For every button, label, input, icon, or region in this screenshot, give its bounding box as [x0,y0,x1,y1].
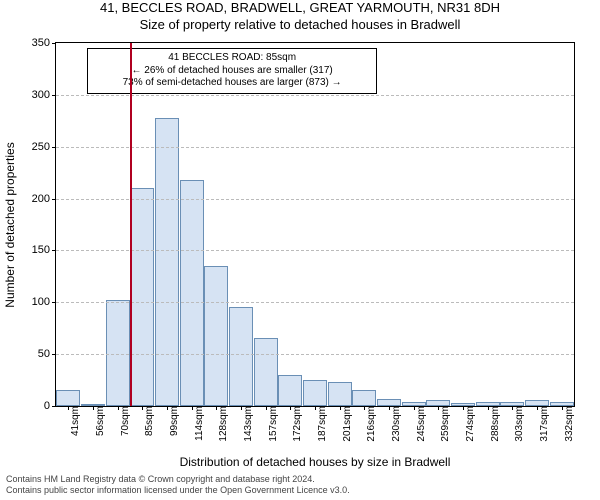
y-tick: 50 [38,348,56,360]
footer-line-2: Contains public sector information licen… [6,485,350,496]
bar [254,338,278,406]
bar [180,180,204,406]
x-tick: 187sqm [311,406,328,442]
bar [56,390,80,406]
x-tick: 85sqm [138,406,155,436]
bars-container [56,43,574,406]
x-tick: 288sqm [484,406,501,442]
y-tick: 100 [32,296,56,308]
x-tick: 332sqm [558,406,575,442]
info-line-3: 73% of semi-detached houses are larger (… [94,77,370,90]
grid-line [56,199,574,200]
y-tick: 250 [32,141,56,153]
x-tick: 245sqm [410,406,427,442]
x-tick: 274sqm [459,406,476,442]
x-tick: 201sqm [336,406,353,442]
bar [328,382,352,406]
x-tick: 41sqm [64,406,81,436]
info-line-1: 41 BECCLES ROAD: 85sqm [94,52,370,65]
x-tick: 143sqm [237,406,254,442]
page-subtitle: Size of property relative to detached ho… [0,17,600,32]
x-tick: 259sqm [434,406,451,442]
grid-line [56,147,574,148]
bar [106,300,130,406]
bar [204,266,228,406]
bar [278,375,302,406]
x-tick: 216sqm [360,406,377,442]
footer: Contains HM Land Registry data © Crown c… [6,474,350,496]
y-tick: 300 [32,89,56,101]
x-tick: 70sqm [114,406,131,436]
chart-plot-area: 41 BECCLES ROAD: 85sqm ← 26% of detached… [55,42,575,407]
grid-line [56,354,574,355]
y-tick: 350 [32,37,56,49]
x-tick: 303sqm [508,406,525,442]
x-tick: 230sqm [385,406,402,442]
x-axis-label: Distribution of detached houses by size … [55,455,575,469]
x-tick: 128sqm [212,406,229,442]
x-tick: 172sqm [286,406,303,442]
bar [155,118,179,406]
grid-line [56,95,574,96]
bar [229,307,253,406]
page-title: 41, BECCLES ROAD, BRADWELL, GREAT YARMOU… [0,0,600,15]
info-line-2: ← 26% of detached houses are smaller (31… [94,65,370,78]
grid-line [56,302,574,303]
y-tick: 0 [44,400,56,412]
grid-line [56,250,574,251]
bar [130,188,154,406]
footer-line-1: Contains HM Land Registry data © Crown c… [6,474,350,485]
x-tick: 114sqm [188,406,205,441]
x-tick: 99sqm [163,406,180,436]
bar [352,390,376,406]
bar [303,380,327,406]
marker-line [130,43,132,406]
bar [377,399,401,406]
y-axis-label: Number of detached properties [3,142,17,307]
y-tick: 150 [32,244,56,256]
x-tick: 56sqm [89,406,106,436]
x-tick: 317sqm [533,406,550,442]
x-tick: 157sqm [262,406,279,442]
y-tick: 200 [32,193,56,205]
